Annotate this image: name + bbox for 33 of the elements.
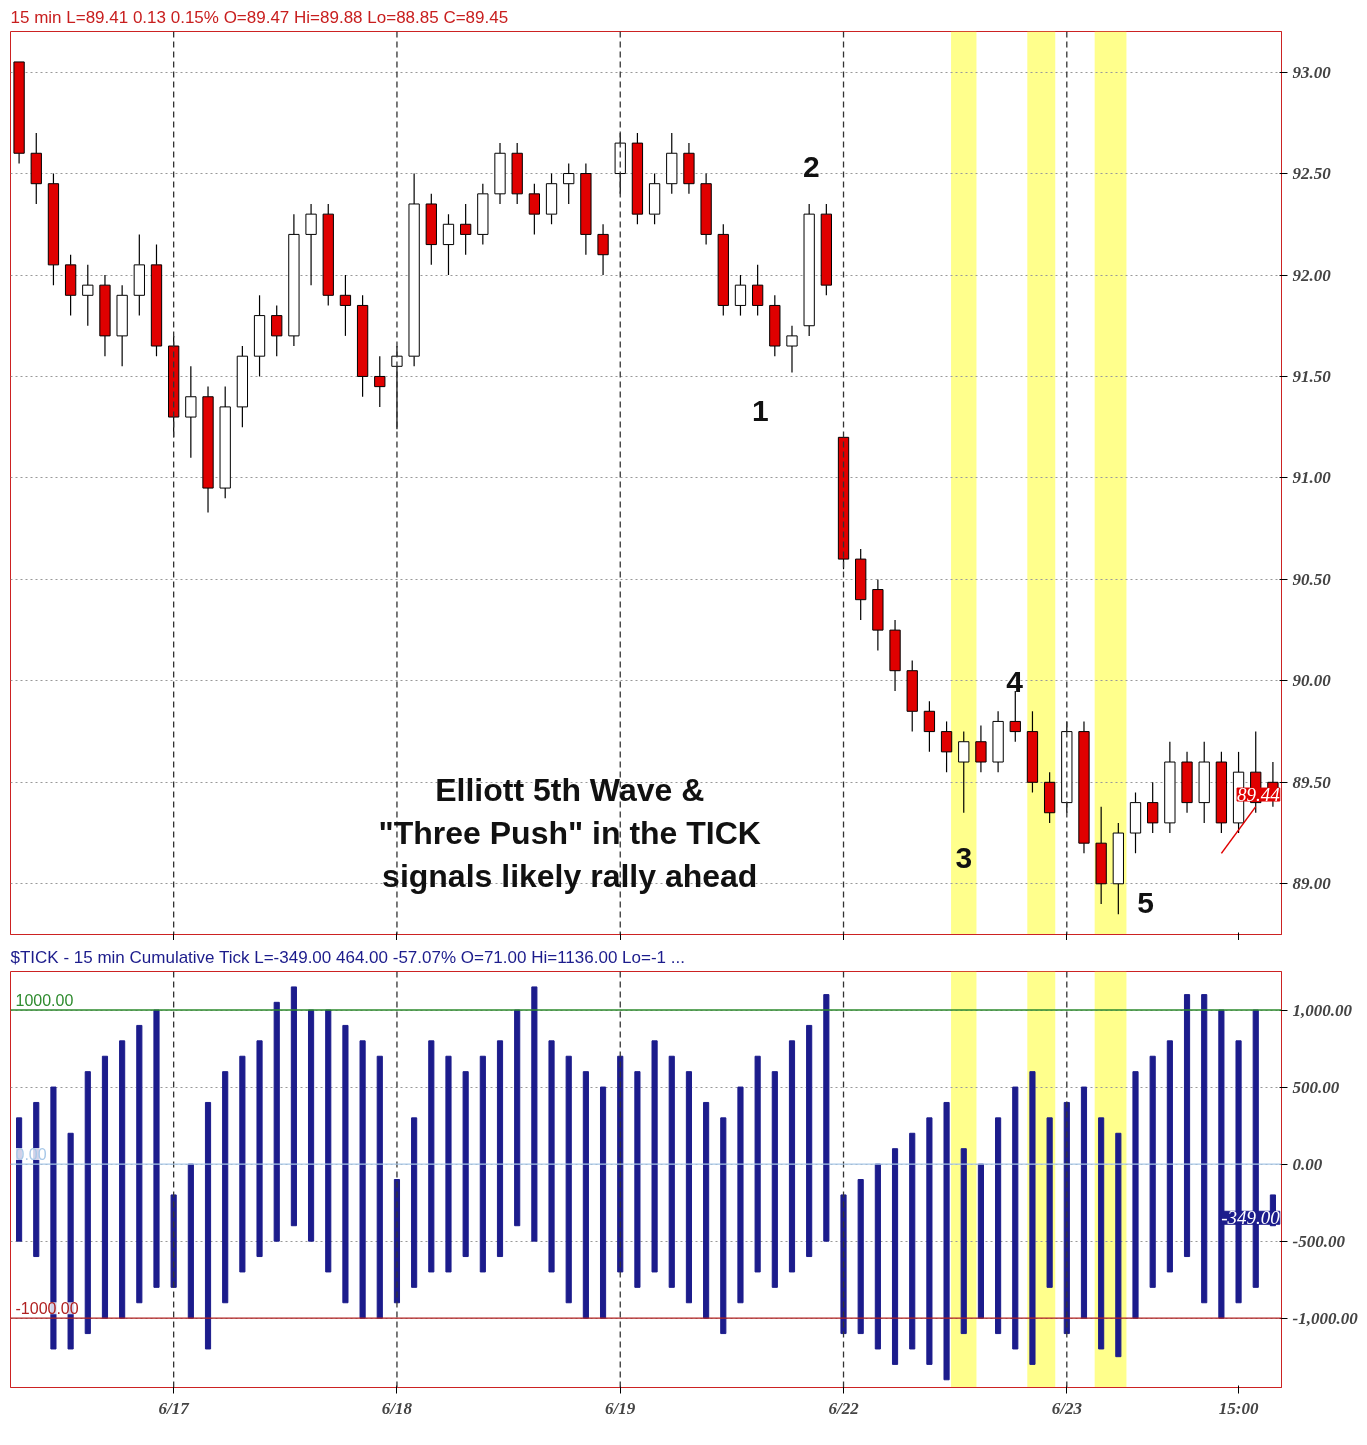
y-tick-label: 500.00 [1292, 1077, 1340, 1097]
chart-title: $TICK - 15 min Cumulative Tick L=-349.00 464.00 -57.07% O=71.00 Hi=1136.00 Lo=-1 ... [10, 947, 685, 967]
y-tick-label: 92.00 [1292, 265, 1332, 285]
annotation: 2 [802, 149, 820, 183]
y-tick-label: -1,000.00 [1292, 1308, 1359, 1328]
y-tick-label: 89.50 [1292, 772, 1332, 792]
x-tick-label: 6/17 [158, 1398, 191, 1418]
annotation: Elliott 5th Wave & "Three Push" in the TICK signals likely rally ahead [378, 771, 761, 895]
y-tick-label: 91.00 [1292, 468, 1332, 488]
y-tick-label: 93.00 [1292, 62, 1332, 82]
x-tick-label: 6/23 [1051, 1398, 1083, 1418]
annotation: -349.00 [1221, 1207, 1281, 1229]
ref-line-label: 0.00 [15, 1146, 47, 1164]
y-tick-label: 1,000.00 [1292, 1000, 1353, 1020]
ref-line-label: 1000.00 [15, 992, 74, 1010]
y-tick-label: 90.50 [1292, 569, 1332, 589]
x-tick-label: 6/22 [828, 1398, 860, 1418]
y-tick-label: 90.00 [1292, 671, 1332, 691]
annotation: 1 [752, 393, 769, 427]
x-tick-label: 6/19 [605, 1398, 636, 1418]
annotation: 3 [955, 840, 973, 874]
y-tick-label: 0.00 [1292, 1154, 1323, 1174]
annotation: 89.44 [1237, 784, 1281, 806]
y-tick-label: 91.50 [1292, 366, 1332, 386]
y-tick-label: 89.00 [1292, 874, 1332, 894]
x-tick-label: 6/18 [381, 1398, 413, 1418]
chart-title: 15 min L=89.41 0.13 0.15% O=89.47 Hi=89.88 Lo=88.85 C=89.45 [10, 7, 509, 27]
x-tick-label: 15:00 [1218, 1398, 1259, 1418]
annotation: 4 [1006, 664, 1024, 698]
y-tick-label: -500.00 [1292, 1231, 1346, 1251]
y-tick-label: 92.50 [1292, 164, 1332, 184]
annotation: 5 [1137, 885, 1154, 919]
ref-line-label: -1000.00 [15, 1300, 79, 1318]
